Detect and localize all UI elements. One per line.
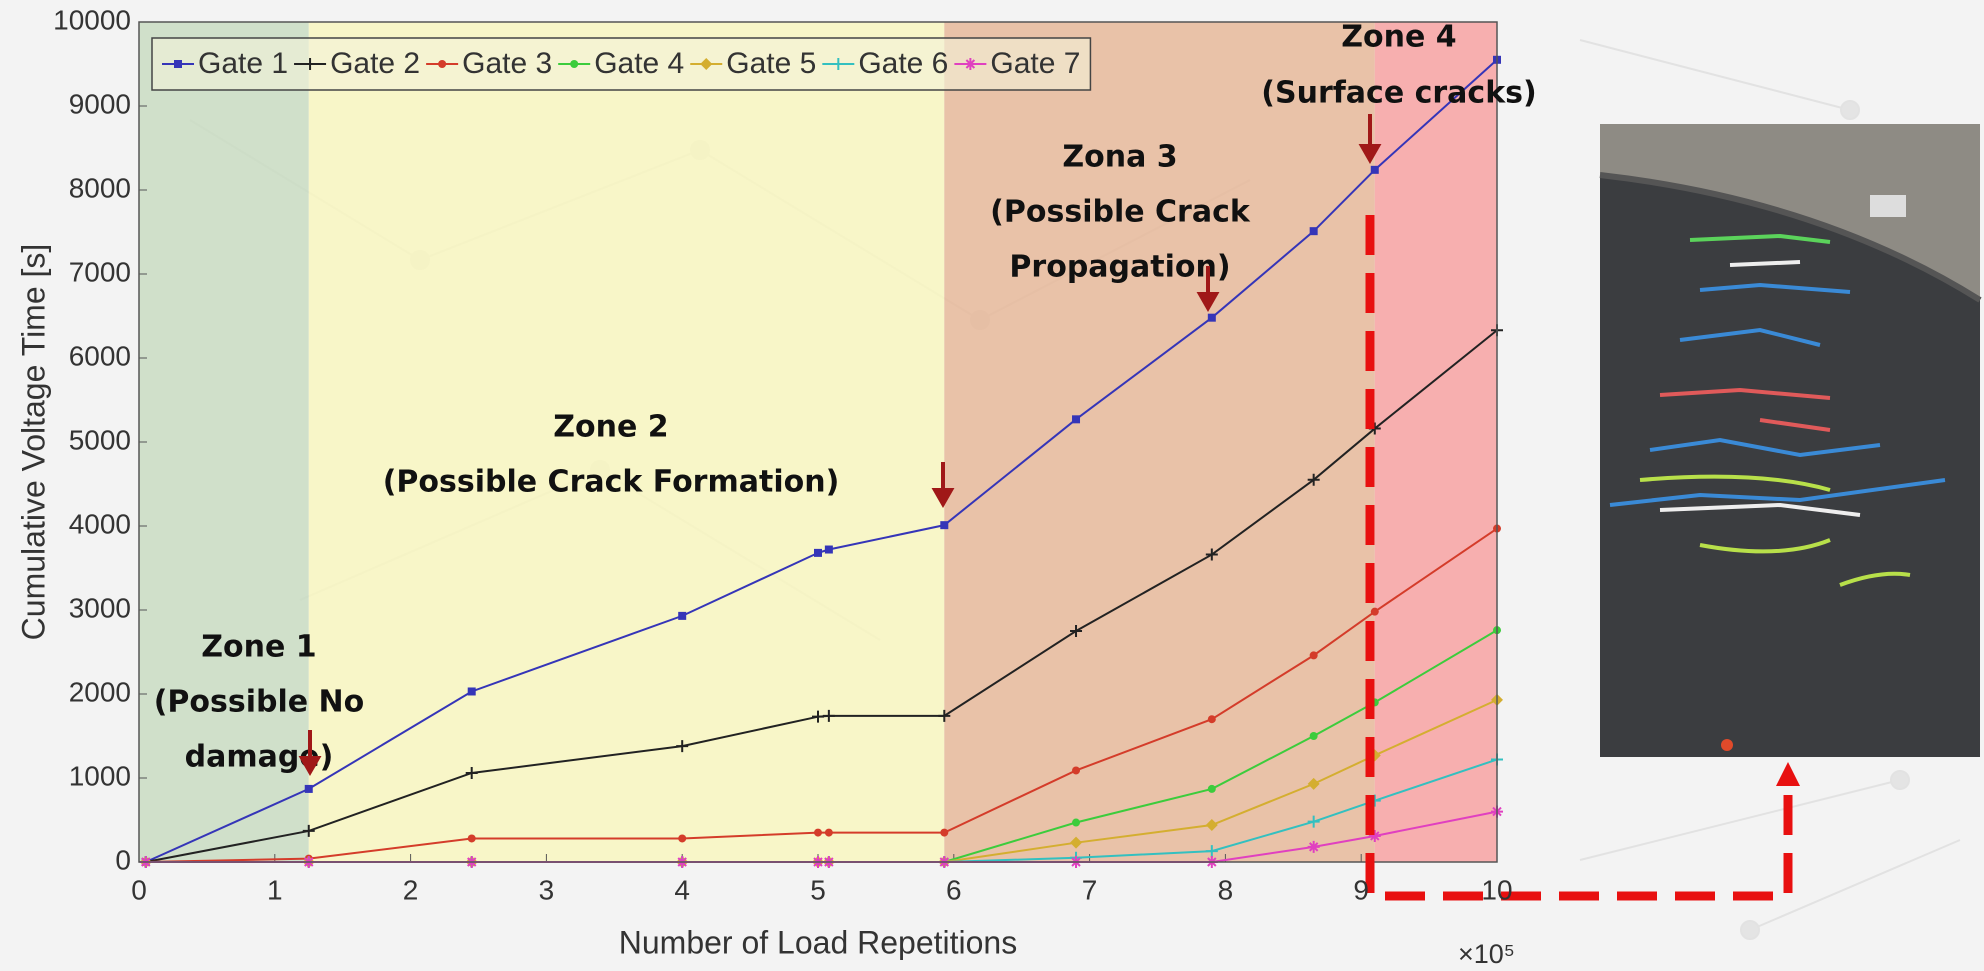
marker	[940, 521, 948, 529]
y-axis-label: Cumulative Voltage Time [s]	[15, 244, 51, 641]
marker	[468, 687, 476, 695]
marker	[438, 60, 446, 68]
marker	[1072, 819, 1080, 827]
annotation: (Surface cracks)	[1261, 76, 1536, 111]
annotation: (Possible Crack Formation)	[383, 465, 840, 500]
marker	[678, 834, 686, 842]
x-tick-label: 6	[946, 874, 962, 905]
y-tick-label: 5000	[69, 424, 131, 455]
y-tick-label: 4000	[69, 508, 131, 539]
marker	[825, 829, 833, 837]
marker	[814, 829, 822, 837]
marker	[468, 834, 476, 842]
legend-label: Gate 2	[330, 47, 420, 80]
marker	[1371, 608, 1379, 616]
x-multiplier: ×10⁵	[1458, 939, 1515, 969]
callout-arrowhead	[1776, 762, 1800, 786]
marker	[174, 60, 182, 68]
y-tick-label: 7000	[69, 256, 131, 287]
x-tick-label: 9	[1353, 874, 1369, 905]
y-tick-label: 3000	[69, 592, 131, 623]
marker	[678, 612, 686, 620]
legend-label: Gate 5	[726, 47, 816, 80]
legend-label: Gate 7	[990, 47, 1080, 80]
zone	[1375, 22, 1497, 862]
x-axis-label: Number of Load Repetitions	[619, 924, 1017, 960]
annotation: (Possible Crack	[990, 195, 1251, 230]
x-tick-label: 5	[810, 874, 826, 905]
annotation: Zona 3	[1062, 140, 1177, 175]
x-tick-label: 4	[674, 874, 690, 905]
legend-label: Gate 4	[594, 47, 684, 80]
y-tick-label: 9000	[69, 88, 131, 119]
marker	[1072, 766, 1080, 774]
x-tick-label: 0	[131, 874, 147, 905]
marker	[1208, 785, 1216, 793]
x-tick-label: 10	[1481, 874, 1512, 905]
chart: Number of Load Repetitions ×10⁵ Cumulati…	[0, 0, 1984, 971]
annotation: (Possible No	[154, 685, 365, 720]
y-tick-label: 8000	[69, 172, 131, 203]
legend-label: Gate 3	[462, 47, 552, 80]
y-tick-label: 10000	[53, 4, 131, 35]
marker	[825, 546, 833, 554]
annotation: Zone 4	[1341, 20, 1456, 55]
x-tick-label: 2	[403, 874, 419, 905]
zone	[139, 22, 309, 862]
x-tick-label: 1	[267, 874, 283, 905]
photo	[1600, 124, 1980, 757]
annotation: Zone 1	[201, 630, 316, 665]
y-tick-label: 1000	[69, 760, 131, 791]
y-tick-label: 6000	[69, 340, 131, 371]
y-tick-label: 0	[115, 844, 131, 875]
legend-label: Gate 6	[858, 47, 948, 80]
marker	[570, 60, 578, 68]
marker	[1310, 227, 1318, 235]
x-tick-label: 8	[1218, 874, 1234, 905]
x-tick-label: 3	[539, 874, 555, 905]
page: {"chart_data": {"type": "line", "xlabel"…	[0, 0, 1984, 971]
marker	[814, 549, 822, 557]
marker	[1208, 314, 1216, 322]
annotation: Propagation)	[1009, 250, 1230, 285]
marker	[940, 829, 948, 837]
x-tick-label: 7	[1082, 874, 1098, 905]
marker	[1371, 166, 1379, 174]
legend-label: Gate 1	[198, 47, 288, 80]
y-tick-label: 2000	[69, 676, 131, 707]
annotation: Zone 2	[553, 410, 668, 445]
marker	[1072, 415, 1080, 423]
marker	[1310, 651, 1318, 659]
marker	[1310, 732, 1318, 740]
marker	[1208, 715, 1216, 723]
marker	[305, 785, 313, 793]
